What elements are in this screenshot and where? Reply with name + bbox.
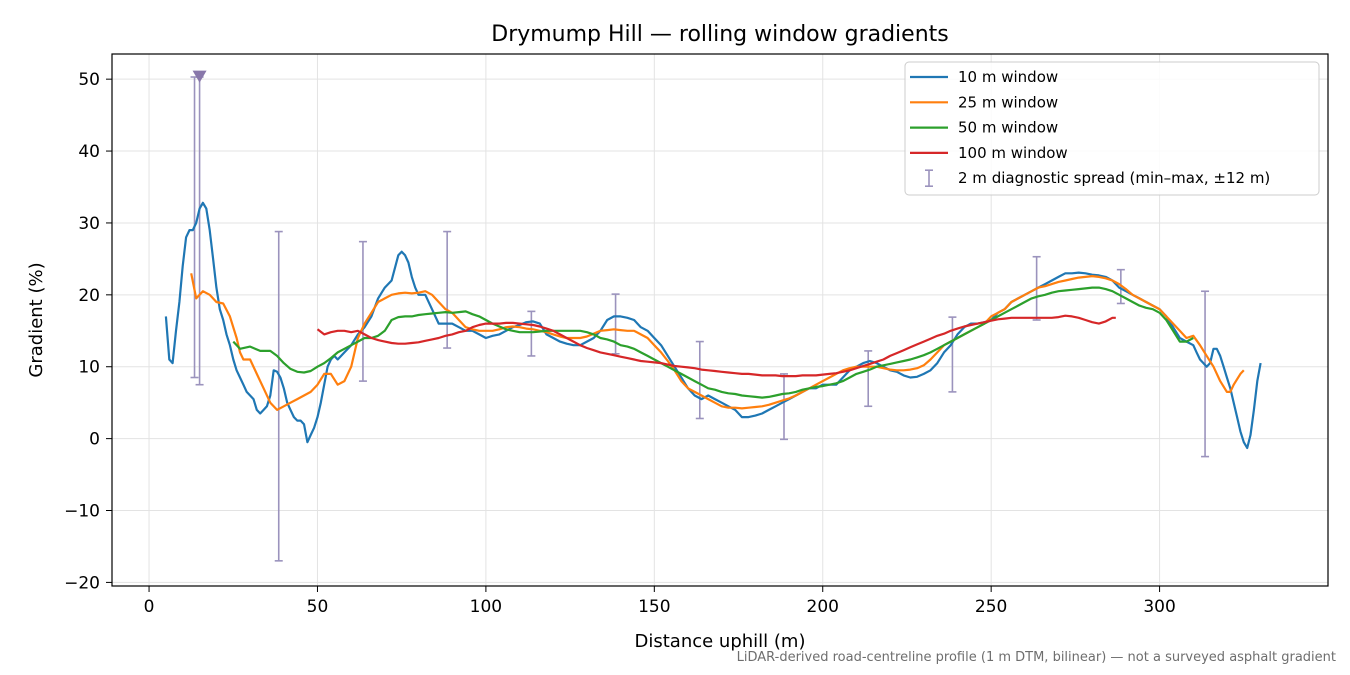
legend-item: 100 m window	[910, 144, 1068, 162]
legend-label: 10 m window	[958, 68, 1058, 86]
y-tick-label: 30	[78, 214, 100, 234]
x-tick-label: 100	[470, 597, 502, 617]
x-axis-label: Distance uphill (m)	[635, 631, 806, 652]
legend-label: 100 m window	[958, 144, 1068, 162]
axes: 0 50 100 150 200 250 300 −20 −10 0 10 20 30 40 50	[64, 53, 1329, 617]
legend-label: 50 m window	[958, 119, 1058, 137]
y-axis-label: Gradient (%)	[26, 262, 47, 377]
y-tick-label: 20	[78, 286, 100, 306]
legend-label: 2 m diagnostic spread (min–max, ±12 m)	[958, 169, 1270, 187]
x-tick-label: 50	[307, 597, 329, 617]
x-tick-label: 300	[1143, 597, 1175, 617]
errorbar	[780, 373, 788, 441]
plot-series	[164, 70, 1262, 562]
clipped-marker	[192, 70, 207, 83]
chart-title: Drymump Hill — rolling window gradients	[491, 22, 949, 47]
y-tick-label: 10	[78, 358, 100, 378]
legend-label: 25 m window	[958, 93, 1058, 111]
errorbar	[358, 240, 367, 382]
errorbar	[443, 230, 452, 349]
x-tick-label: 0	[144, 597, 155, 617]
y-tick-label: −10	[64, 502, 100, 522]
y-tick-label: 0	[89, 430, 100, 450]
legend-box	[904, 61, 1320, 196]
errorbar	[1201, 290, 1210, 458]
y-tick-label: 50	[78, 70, 100, 90]
legend-item: 10 m window	[910, 68, 1058, 86]
series-line-1	[164, 201, 1262, 450]
caption: LiDAR-derived road-centreline profile (1…	[736, 650, 1336, 665]
y-tick-label: 40	[78, 142, 100, 162]
x-tick-label: 200	[807, 597, 839, 617]
errorbar	[611, 293, 620, 355]
errorbar	[695, 340, 704, 420]
legend-item: 2 m diagnostic spread (min–max, ±12 m)	[925, 169, 1270, 187]
series-line-2	[190, 273, 1245, 411]
plot-frame	[111, 53, 1329, 587]
legend-item: 25 m window	[910, 93, 1058, 111]
legend: 10 m window 25 m window 50 m window 100 m w…	[904, 61, 1320, 196]
errorbar	[527, 310, 536, 357]
y-tick-label: −20	[64, 573, 100, 593]
errorbar	[195, 76, 204, 386]
series-line-3	[232, 286, 1194, 399]
series-line-4	[316, 314, 1116, 378]
legend-item: 50 m window	[910, 119, 1058, 137]
errorbar	[274, 230, 283, 562]
errorbar	[864, 350, 873, 408]
x-tick-label: 150	[638, 597, 670, 617]
x-tick-label: 250	[975, 597, 1007, 617]
